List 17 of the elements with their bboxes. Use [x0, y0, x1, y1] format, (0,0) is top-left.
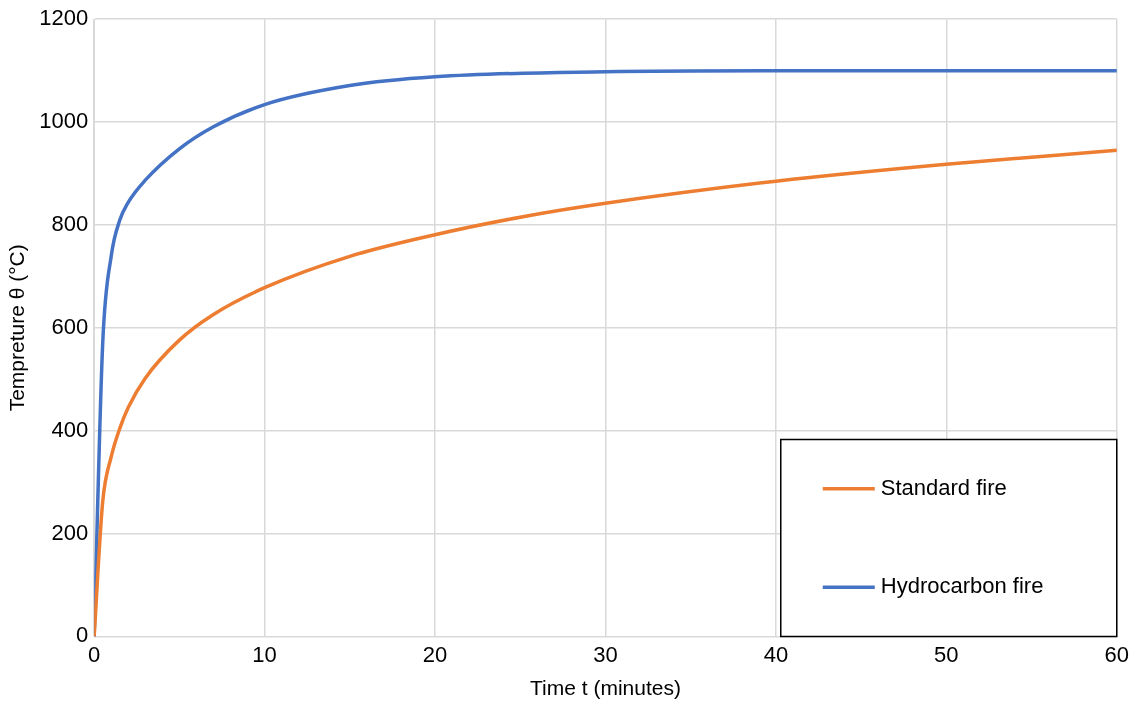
x-tick-label: 40: [763, 641, 789, 667]
legend-label: Hydrocarbon fire: [880, 573, 1044, 599]
y-tick-label: 400: [51, 416, 89, 442]
y-tick-label: 800: [51, 211, 89, 236]
y-tick-label: 200: [51, 519, 89, 545]
x-axis-title: Time t (minutes): [529, 676, 681, 700]
x-tick-label: 20: [422, 641, 448, 667]
y-tick-label: 600: [51, 313, 89, 339]
x-tick-label: 30: [593, 641, 618, 667]
x-tick-label: 50: [934, 641, 959, 667]
x-tick-label: 60: [1104, 641, 1130, 667]
x-tick-label: 10: [252, 641, 277, 667]
y-tick-label: 1200: [39, 5, 89, 31]
y-axis-title: Tempreture θ (°C): [5, 244, 29, 412]
y-tick-label: 0: [75, 622, 89, 648]
y-tick-label: 1000: [39, 108, 89, 134]
legend-label: Standard fire: [880, 474, 1007, 500]
